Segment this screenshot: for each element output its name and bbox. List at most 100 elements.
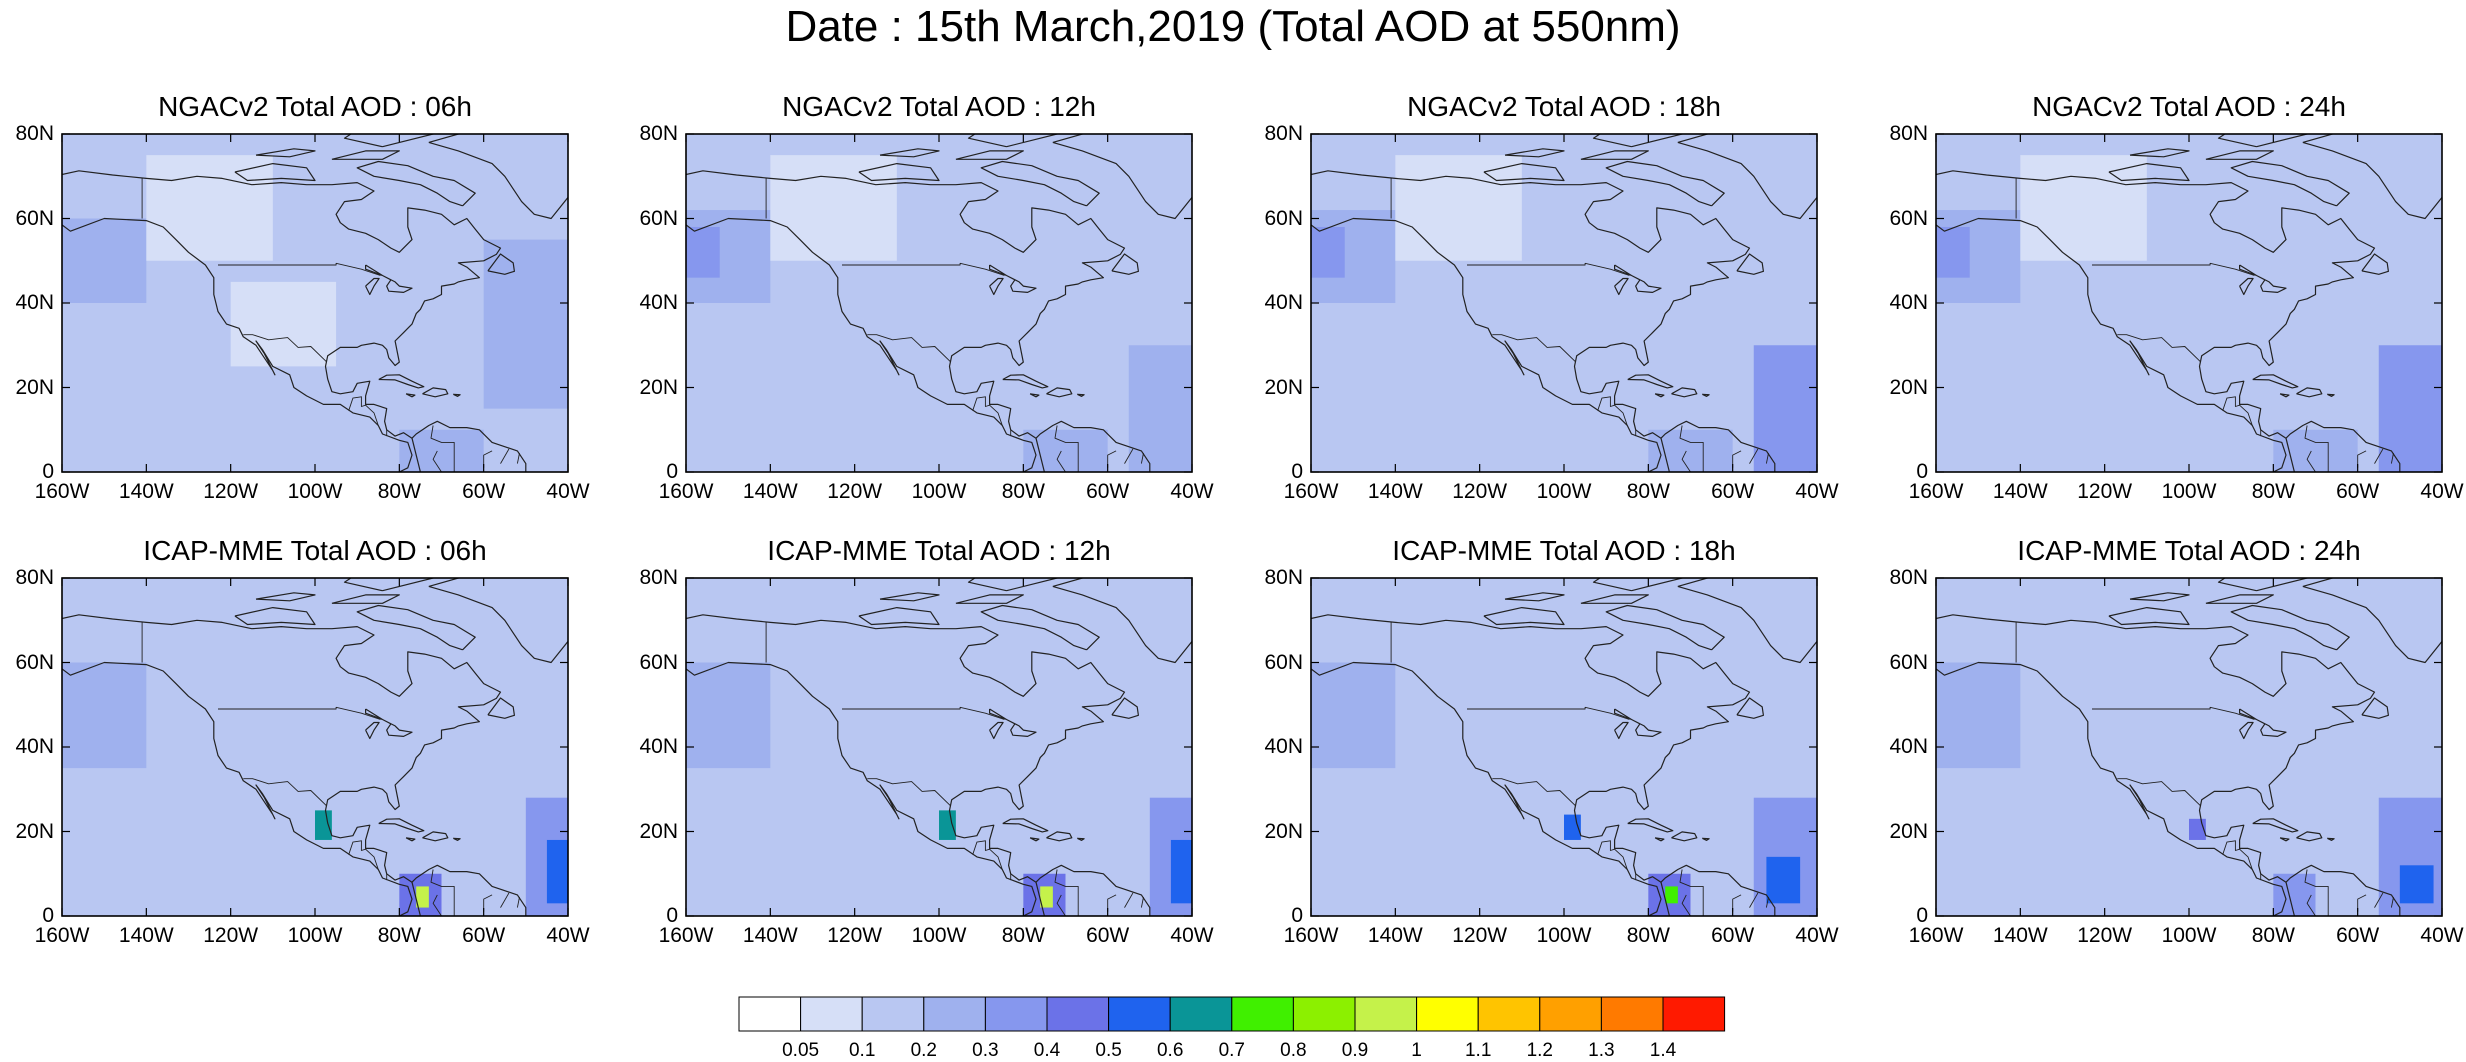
coastline — [331, 150, 400, 160]
coastline — [428, 134, 568, 220]
aod-region-clean-northwest — [146, 155, 273, 261]
aod-region-n-south-america — [2273, 429, 2358, 472]
aod-region-central-america-peak — [416, 886, 429, 908]
coastline — [2285, 864, 2401, 916]
coastline — [967, 134, 1061, 148]
coastline — [858, 163, 940, 182]
aod-region-atlantic-band — [1753, 345, 1817, 472]
aod-map — [1310, 133, 1818, 473]
y-tick-label: 60N — [15, 206, 54, 230]
coastline — [1311, 614, 1751, 883]
colorbar-label: 0.05 — [782, 1040, 820, 1061]
coastline — [411, 864, 527, 916]
country-border — [1054, 869, 1079, 916]
x-tick-label: 60W — [1086, 480, 1130, 503]
coastline — [2327, 837, 2335, 841]
y-tick-label: 0 — [1291, 904, 1303, 927]
aod-map — [61, 133, 569, 473]
aod-region-mexico-hotspot — [939, 810, 956, 840]
country-border — [1732, 894, 1742, 912]
coastline — [1052, 578, 1192, 664]
coastline — [1077, 837, 1085, 841]
coastline — [989, 264, 1037, 293]
coastline — [1504, 148, 1565, 158]
coastline — [1736, 697, 1764, 719]
coastline — [1002, 374, 1049, 389]
colorbar-label: 0.4 — [1033, 1040, 1061, 1061]
y-tick-label: 80N — [15, 122, 54, 145]
country-border — [2234, 840, 2253, 870]
coastline — [1483, 607, 1565, 626]
colorbar-label: 0.2 — [910, 1040, 937, 1061]
panel-title: NGACv2 Total AOD : 06h — [158, 91, 472, 122]
country-border — [2306, 894, 2316, 916]
x-tick-label: 120W — [1452, 924, 1508, 947]
country-border — [1765, 896, 1769, 908]
colorbar-swatch — [1354, 996, 1418, 1032]
x-tick-label: 160W — [658, 480, 714, 503]
colorbar-label: 0.8 — [1280, 1040, 1307, 1061]
panel-title: ICAP-MME Total AOD : 18h — [1392, 535, 1736, 566]
coastline — [1671, 831, 1698, 842]
coastline — [234, 163, 316, 182]
colorbar-label: 0.7 — [1218, 1040, 1245, 1061]
y-tick-label: 60N — [1264, 650, 1303, 674]
aod-region-atlantic-band — [483, 239, 568, 409]
x-tick-label: 60W — [462, 480, 506, 503]
y-tick-label: 20N — [639, 375, 678, 399]
country-border — [483, 450, 493, 468]
colorbar-label: 0.5 — [1095, 1040, 1122, 1061]
coastline — [1504, 592, 1565, 602]
country-border — [483, 894, 493, 912]
coastline — [453, 837, 461, 841]
y-tick-label: 0 — [666, 460, 678, 483]
aod-map — [61, 577, 569, 917]
y-tick-label: 60N — [639, 206, 678, 230]
x-tick-label: 80W — [2251, 924, 2295, 947]
country-border — [972, 396, 986, 411]
coastline — [453, 393, 461, 397]
aod-region-pacific-core — [1311, 226, 1345, 278]
aod-map — [685, 577, 1193, 917]
coastline — [62, 661, 413, 916]
y-tick-label: 0 — [1916, 460, 1928, 483]
country-border — [430, 869, 455, 916]
country-border — [867, 778, 952, 807]
country-border — [1597, 396, 1611, 411]
country-border — [218, 262, 381, 276]
panel-title: ICAP-MME Total AOD : 06h — [143, 535, 487, 566]
aod-region-central-america-peak — [1665, 886, 1678, 904]
x-tick-label: 140W — [742, 480, 798, 503]
coastline — [343, 134, 437, 148]
x-tick-label: 100W — [2161, 924, 2217, 947]
coastline — [405, 393, 416, 398]
coastline — [1605, 604, 1725, 651]
coastline — [1936, 661, 2287, 916]
y-tick-label: 20N — [1889, 375, 1928, 399]
coastline — [255, 148, 316, 158]
country-border — [500, 892, 510, 908]
coastline — [487, 697, 515, 719]
aod-region-n-south-america — [1023, 429, 1108, 472]
country-border — [1765, 452, 1769, 464]
country-border — [1681, 894, 1691, 916]
y-tick-label: 80N — [1264, 122, 1303, 145]
country-border — [1107, 450, 1117, 468]
x-tick-label: 120W — [203, 924, 259, 947]
coastline — [2217, 578, 2311, 592]
y-tick-label: 60N — [1889, 650, 1928, 674]
coastline — [989, 721, 1004, 740]
x-tick-label: 160W — [1283, 480, 1339, 503]
aod-map — [685, 133, 1193, 473]
x-tick-label: 160W — [1908, 480, 1964, 503]
coastline — [2205, 594, 2274, 604]
coastline — [989, 277, 1004, 296]
coastline — [1936, 614, 2376, 883]
colorbar-swatch — [1169, 996, 1233, 1032]
country-border — [500, 448, 510, 464]
country-border — [2234, 396, 2253, 426]
country-border — [2304, 869, 2329, 916]
country-border — [867, 334, 952, 363]
country-border — [2306, 450, 2316, 472]
country-border — [1124, 448, 1134, 464]
